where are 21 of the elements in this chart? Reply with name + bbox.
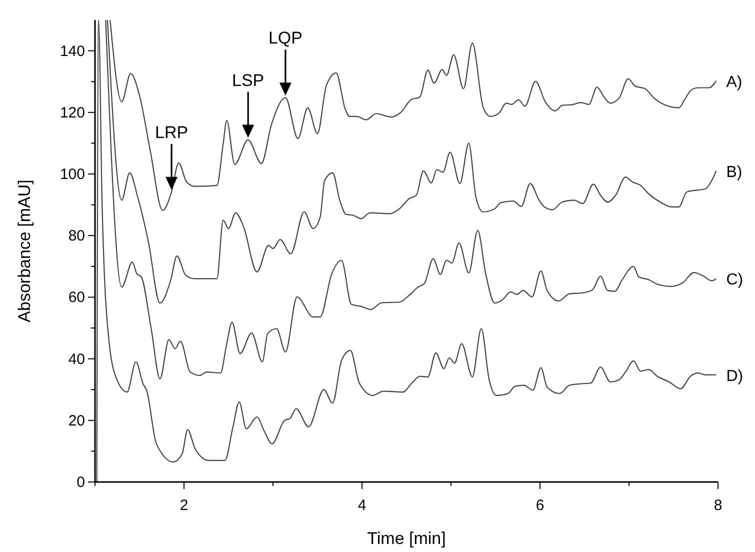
x-tick-label: 2 — [180, 497, 188, 514]
series-label: A) — [726, 74, 742, 91]
x-tick-label: 6 — [536, 497, 544, 514]
y-tick-label: 0 — [76, 474, 85, 491]
y-tick-label: 40 — [68, 350, 85, 368]
y-tick-label: 20 — [68, 412, 85, 430]
annotation: LRP — [155, 122, 188, 142]
y-tick-label: 120 — [60, 104, 85, 122]
series-label: D) — [726, 368, 744, 385]
x-tick-label: 8 — [714, 497, 722, 514]
y-tick-label: 80 — [68, 228, 85, 245]
series-label: C) — [726, 272, 744, 289]
annotation: LQP — [268, 28, 302, 48]
x-axis-title: Time [min] — [367, 529, 446, 548]
y-tick-label: 100 — [60, 166, 85, 183]
series-label: B) — [726, 164, 742, 181]
y-tick-label: 60 — [68, 289, 85, 306]
x-tick-label: 4 — [358, 497, 366, 514]
annotation: LSP — [232, 70, 264, 90]
y-tick-label: 140 — [60, 42, 85, 60]
y-axis-title: Absorbance [mAU] — [15, 180, 34, 322]
